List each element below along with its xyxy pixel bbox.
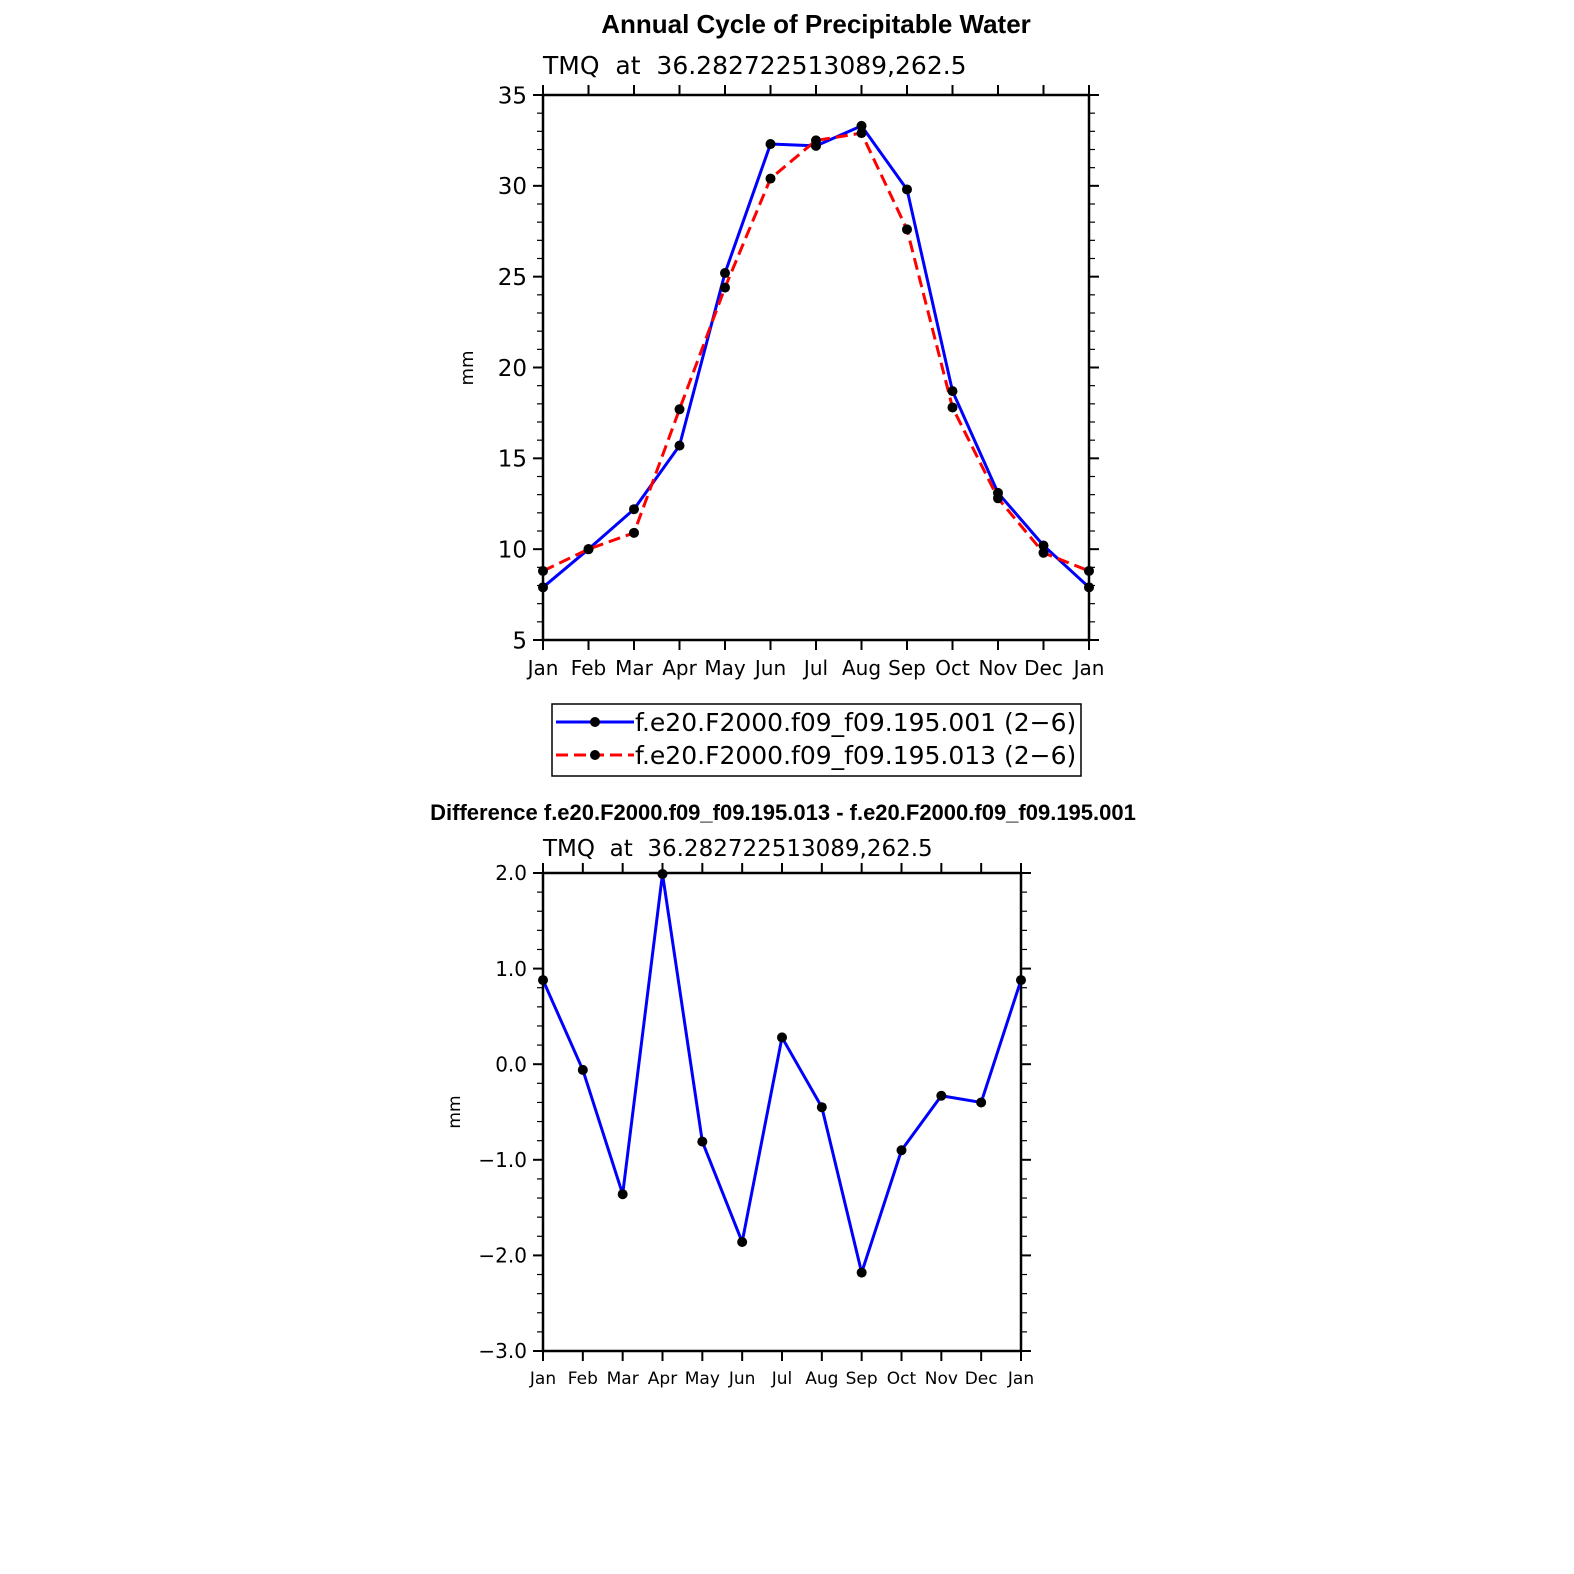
series-1-point: [896, 1145, 907, 1156]
y-tick-label: 35: [498, 83, 527, 109]
chart1-subtitle: TMQ at 36.282722513089,262.5: [542, 51, 967, 80]
chart2-subtitle: TMQ at 36.282722513089,262.5: [542, 836, 933, 862]
series-2-point: [947, 402, 958, 413]
series-1-point: [697, 1136, 708, 1147]
y-tick-label: 25: [498, 265, 527, 291]
y-tick-label: 0.0: [495, 1052, 527, 1076]
series-1-point: [538, 582, 548, 593]
series-1-point: [577, 1064, 588, 1075]
x-tick-label: Nov: [925, 1369, 958, 1389]
x-tick-label: Mar: [615, 656, 654, 680]
x-tick-label: Jul: [771, 1369, 793, 1389]
y-tick-label: 5: [512, 628, 527, 654]
series-2-point: [993, 493, 1003, 504]
series-2-point: [674, 404, 685, 415]
x-tick-label: Jun: [728, 1369, 756, 1389]
series-1-point: [856, 120, 867, 131]
x-tick-label: Dec: [965, 1369, 998, 1389]
x-tick-label: Sep: [846, 1369, 878, 1389]
x-tick-label: Mar: [607, 1369, 639, 1389]
legend-box: [551, 703, 1082, 777]
x-tick-label: Jan: [529, 1369, 556, 1389]
plot-frame: [541, 93, 1091, 642]
legend-label-series-1: f.e20.F2000.f09_f09.195.001 (2−6): [635, 708, 1076, 737]
chart1-plot: 5 10 15 20 25 30 35 Jan Feb Mar Apr May Jun Jul Aug Sep…: [498, 83, 1105, 680]
y-tick-label: −1.0: [478, 1148, 527, 1172]
series-1-point: [720, 268, 730, 279]
series-1-point: [976, 1097, 987, 1108]
series-1-point: [617, 1189, 628, 1200]
series-1-point: [902, 184, 912, 195]
series-2-point: [856, 128, 867, 139]
series-1-point: [936, 1090, 947, 1101]
plot-frame: [541, 871, 1023, 1353]
series-line-1: [542, 124, 1091, 589]
series-1-point: [816, 1102, 827, 1113]
x-tick-label: Jan: [526, 656, 559, 680]
series-2-point: [720, 282, 730, 293]
chart2-title: Difference f.e20.F2000.f09_f09.195.013 -…: [430, 800, 1136, 825]
x-tick-label: Sep: [888, 656, 926, 680]
series-2-point: [538, 565, 548, 576]
x-tick-label: Jan: [1072, 656, 1105, 680]
chart1-legend: f.e20.F2000.f09_f09.195.001 (2−6) f.e20.…: [551, 703, 1082, 777]
y-tick-label: 1.0: [495, 957, 527, 981]
chart2-ylabel: mm: [445, 1095, 465, 1128]
series-2-point: [811, 135, 821, 146]
series-1-point: [737, 1237, 748, 1248]
series-1-point: [538, 975, 548, 986]
x-tick-label: Oct: [935, 656, 970, 680]
x-tick-label: Jul: [802, 656, 828, 680]
series-2-point: [902, 224, 912, 235]
x-tick-label: Jun: [753, 656, 786, 680]
chart2-plot: −3.0 −2.0 −1.0 0.0 1.0 2.0 Jan Feb Mar Apr May Jun J…: [478, 861, 1034, 1389]
chart1-title: Annual Cycle of Precipitable Water: [601, 9, 1031, 39]
x-tick-label: Nov: [978, 656, 1017, 680]
x-tick-label: Aug: [805, 1369, 838, 1389]
x-tick-label: Jan: [1007, 1369, 1034, 1389]
x-tick-label: Feb: [568, 1369, 598, 1389]
x-tick-label: Dec: [1024, 656, 1063, 680]
series-1-point: [765, 139, 776, 150]
series-2-point: [765, 173, 776, 184]
series-2-point: [629, 527, 639, 538]
series-1-point: [657, 868, 668, 879]
series-1-point: [947, 386, 958, 397]
series-1-point: [1084, 582, 1094, 593]
legend-marker-series-2: [590, 750, 600, 760]
x-tick-label: May: [685, 1369, 720, 1389]
x-tick-label: Aug: [842, 656, 881, 680]
series-1-point: [674, 440, 685, 451]
y-tick-label: 10: [498, 537, 527, 563]
x-tick-label: Apr: [662, 656, 697, 680]
series-1-point: [856, 1267, 867, 1278]
legend-marker-series-1: [590, 717, 600, 727]
legend-label-series-2: f.e20.F2000.f09_f09.195.013 (2−6): [635, 741, 1076, 770]
series-2-point: [1084, 565, 1094, 576]
series-line-1: [541, 872, 1023, 1275]
y-tick-label: 15: [498, 447, 527, 473]
series-1-point: [1038, 540, 1049, 551]
y-tick-label: −3.0: [478, 1339, 527, 1363]
series-1-point: [1016, 975, 1026, 986]
x-tick-label: May: [704, 656, 746, 680]
y-tick-label: −2.0: [478, 1244, 527, 1268]
chart1-ylabel: mm: [457, 350, 478, 385]
y-tick-label: 2.0: [495, 861, 527, 885]
x-tick-label: Feb: [571, 656, 606, 680]
series-1-point: [629, 504, 639, 515]
series-2-point: [1038, 547, 1049, 558]
series-2-point: [583, 544, 594, 555]
y-tick-label: 20: [498, 356, 527, 382]
x-tick-label: Apr: [648, 1369, 677, 1389]
x-tick-label: Oct: [887, 1369, 917, 1389]
series-1-point: [777, 1032, 787, 1043]
y-tick-label: 30: [498, 174, 527, 200]
